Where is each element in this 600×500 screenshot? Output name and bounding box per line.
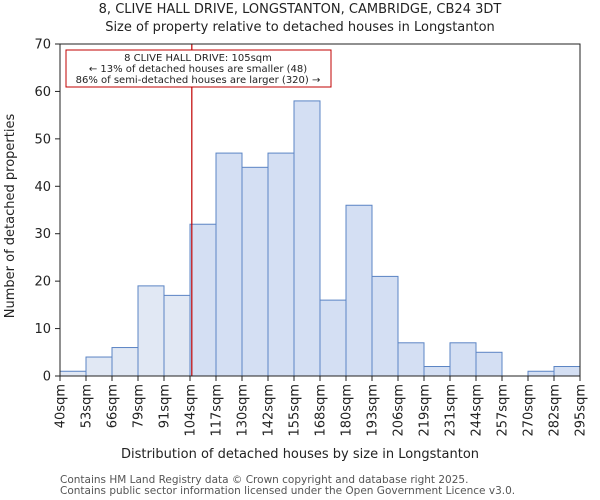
y-tick-label: 10 xyxy=(34,322,51,337)
x-tick-label: 270sqm xyxy=(522,384,537,437)
x-tick-label: 231sqm xyxy=(444,384,459,437)
bar-group xyxy=(59,100,581,377)
bar-53sqm xyxy=(85,356,113,377)
bar-66sqm xyxy=(111,347,139,377)
footer-line-2: Contains public sector information licen… xyxy=(60,485,515,497)
annotation-line-2: ← 13% of detached houses are smaller (48… xyxy=(89,64,307,75)
x-tick-label: 193sqm xyxy=(366,384,381,437)
x-tick-label: 117sqm xyxy=(210,384,225,437)
x-tick-label: 295sqm xyxy=(574,384,589,437)
x-tick-label: 282sqm xyxy=(548,384,563,437)
x-tick-label: 219sqm xyxy=(418,384,433,437)
x-tick-label: 53sqm xyxy=(80,384,95,428)
x-tick-label: 79sqm xyxy=(132,384,147,428)
bar-270sqm xyxy=(527,370,555,377)
x-tick-label: 180sqm xyxy=(340,384,355,437)
x-axis-ticks: 40sqm 53sqm 66sqm 79sqm 91sqm 104sqm 117sqm 130… xyxy=(54,376,589,437)
y-axis-ticks: 0 10 20 30 40 50 60 70 xyxy=(34,38,60,385)
bar-91sqm xyxy=(163,294,191,377)
bar-231sqm xyxy=(449,342,477,377)
bar-193sqm xyxy=(371,275,399,377)
bar-168sqm xyxy=(319,299,347,377)
x-tick-label: 66sqm xyxy=(106,384,121,428)
chart-title: 8, CLIVE HALL DRIVE, LONGSTANTON, CAMBRI… xyxy=(99,2,502,17)
bar-282sqm xyxy=(553,366,581,377)
x-tick-label: 206sqm xyxy=(392,384,407,437)
y-tick-label: 20 xyxy=(34,275,51,290)
bar-155sqm xyxy=(293,100,321,377)
annotation-line-1: 8 CLIVE HALL DRIVE: 105sqm xyxy=(124,53,272,64)
x-tick-label: 244sqm xyxy=(470,384,485,437)
bar-104sqm xyxy=(189,223,217,377)
y-tick-label: 40 xyxy=(34,180,51,195)
bar-219sqm xyxy=(423,366,451,377)
plot-frame xyxy=(59,43,581,377)
x-tick-label: 257sqm xyxy=(496,384,511,437)
x-tick-label: 168sqm xyxy=(314,384,329,437)
x-tick-label: 142sqm xyxy=(262,384,277,437)
bar-206sqm xyxy=(397,342,425,377)
y-tick-label: 70 xyxy=(34,38,51,53)
x-tick-label: 40sqm xyxy=(54,384,69,428)
x-axis-title: Distribution of detached houses by size … xyxy=(121,447,479,462)
annotation-frame xyxy=(65,49,332,88)
bar-117sqm xyxy=(215,152,243,377)
bar-180sqm xyxy=(345,204,373,377)
x-tick-label: 91sqm xyxy=(158,384,173,428)
bar-130sqm xyxy=(241,166,269,377)
bar-244sqm xyxy=(475,351,503,377)
y-tick-label: 30 xyxy=(34,227,51,242)
bar-40sqm xyxy=(59,370,87,377)
y-tick-label: 0 xyxy=(43,370,51,385)
bar-79sqm xyxy=(137,285,165,377)
x-tick-label: 130sqm xyxy=(236,384,251,437)
y-tick-label: 60 xyxy=(34,85,51,100)
annotation-box: 8 CLIVE HALL DRIVE: 105sqm ← 13% of deta… xyxy=(65,49,332,88)
y-axis-title: Number of detached properties xyxy=(3,114,18,319)
y-tick-label: 50 xyxy=(34,132,51,147)
chart-subtitle: Size of property relative to detached ho… xyxy=(105,20,495,35)
x-tick-label: 104sqm xyxy=(184,384,199,437)
x-tick-label: 155sqm xyxy=(288,384,303,437)
footer-line-1: Contains HM Land Registry data © Crown c… xyxy=(60,474,468,486)
bar-142sqm xyxy=(267,152,295,377)
annotation-line-3: 86% of semi-detached houses are larger (… xyxy=(76,75,321,86)
